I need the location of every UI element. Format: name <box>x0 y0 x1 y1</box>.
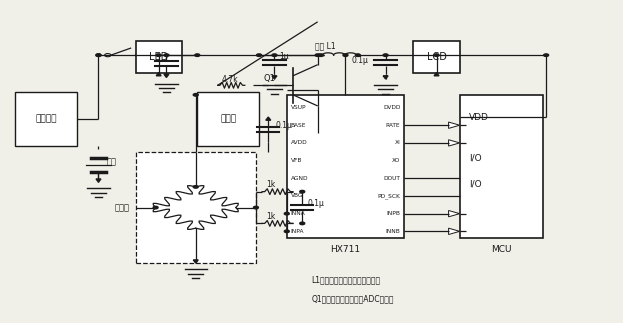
Circle shape <box>96 54 101 57</box>
Text: MCU: MCU <box>491 245 511 254</box>
Polygon shape <box>96 179 101 182</box>
Bar <box>15 92 77 146</box>
Circle shape <box>383 54 388 57</box>
Circle shape <box>272 54 277 57</box>
Text: I/O: I/O <box>469 179 482 188</box>
Bar <box>197 92 259 146</box>
Circle shape <box>96 54 101 57</box>
Polygon shape <box>156 73 161 76</box>
Text: 充电电路: 充电电路 <box>36 114 57 123</box>
Text: DVDD: DVDD <box>383 105 401 110</box>
Polygon shape <box>164 74 169 78</box>
Circle shape <box>164 54 169 57</box>
Bar <box>136 152 256 263</box>
Text: 磁珠 L1: 磁珠 L1 <box>315 41 335 50</box>
Text: AGND: AGND <box>290 176 308 181</box>
Bar <box>136 41 182 73</box>
Circle shape <box>257 54 262 57</box>
Text: HX711: HX711 <box>330 245 361 254</box>
Text: 电池: 电池 <box>107 158 117 167</box>
Text: 1k: 1k <box>267 212 275 221</box>
Text: Q1: Q1 <box>264 74 275 83</box>
Text: 1k: 1k <box>267 180 275 189</box>
Circle shape <box>300 222 305 225</box>
Text: INPA: INPA <box>290 229 304 234</box>
Text: Q1：用于隔离传感器和ADC电源。: Q1：用于隔离传感器和ADC电源。 <box>312 294 394 303</box>
Text: XI: XI <box>394 141 401 145</box>
Text: LED: LED <box>149 52 168 62</box>
Text: INNB: INNB <box>386 229 401 234</box>
Polygon shape <box>434 73 439 76</box>
Circle shape <box>284 213 289 215</box>
Text: VDD: VDD <box>469 112 489 121</box>
Text: 4.7k: 4.7k <box>222 75 239 84</box>
Text: VBG: VBG <box>290 193 303 198</box>
Text: L1：用于隔离模拟与数字电路；: L1：用于隔离模拟与数字电路； <box>312 275 381 284</box>
Text: 0.1μ: 0.1μ <box>307 199 324 208</box>
Text: VSUP: VSUP <box>290 105 306 110</box>
Circle shape <box>343 54 348 57</box>
Circle shape <box>193 186 198 188</box>
Text: 传感器: 传感器 <box>115 203 130 212</box>
Text: XO: XO <box>392 158 401 163</box>
Polygon shape <box>449 122 460 129</box>
Text: BASE: BASE <box>290 123 306 128</box>
Text: INPB: INPB <box>386 211 401 216</box>
Polygon shape <box>449 211 460 217</box>
Text: DOUT: DOUT <box>384 176 401 181</box>
Polygon shape <box>449 228 460 234</box>
Text: 0.1μ: 0.1μ <box>351 56 369 65</box>
Text: LCD: LCD <box>427 52 447 62</box>
Circle shape <box>315 54 320 57</box>
Text: 0.1μ: 0.1μ <box>276 121 293 130</box>
Polygon shape <box>266 117 271 120</box>
Bar <box>414 41 460 73</box>
Text: RATE: RATE <box>386 123 401 128</box>
Polygon shape <box>383 76 388 79</box>
Polygon shape <box>272 76 277 79</box>
Text: 稳压管: 稳压管 <box>220 114 236 123</box>
Circle shape <box>156 54 161 57</box>
Circle shape <box>254 206 259 209</box>
Circle shape <box>193 94 198 96</box>
Bar <box>287 95 404 238</box>
Text: PD_SCK: PD_SCK <box>378 193 401 199</box>
Circle shape <box>318 54 323 57</box>
Polygon shape <box>193 260 198 263</box>
Circle shape <box>153 206 158 209</box>
Polygon shape <box>312 103 318 106</box>
Circle shape <box>300 190 305 193</box>
Circle shape <box>355 54 360 57</box>
Text: 1μ: 1μ <box>279 52 289 61</box>
Polygon shape <box>449 140 460 146</box>
Circle shape <box>544 54 549 57</box>
Text: I/O: I/O <box>469 154 482 163</box>
Bar <box>460 95 543 238</box>
Circle shape <box>195 54 200 57</box>
Circle shape <box>434 54 439 57</box>
Text: INNA: INNA <box>290 211 305 216</box>
Text: VFB: VFB <box>290 158 302 163</box>
Text: AVDD: AVDD <box>290 141 307 145</box>
Circle shape <box>284 230 289 233</box>
